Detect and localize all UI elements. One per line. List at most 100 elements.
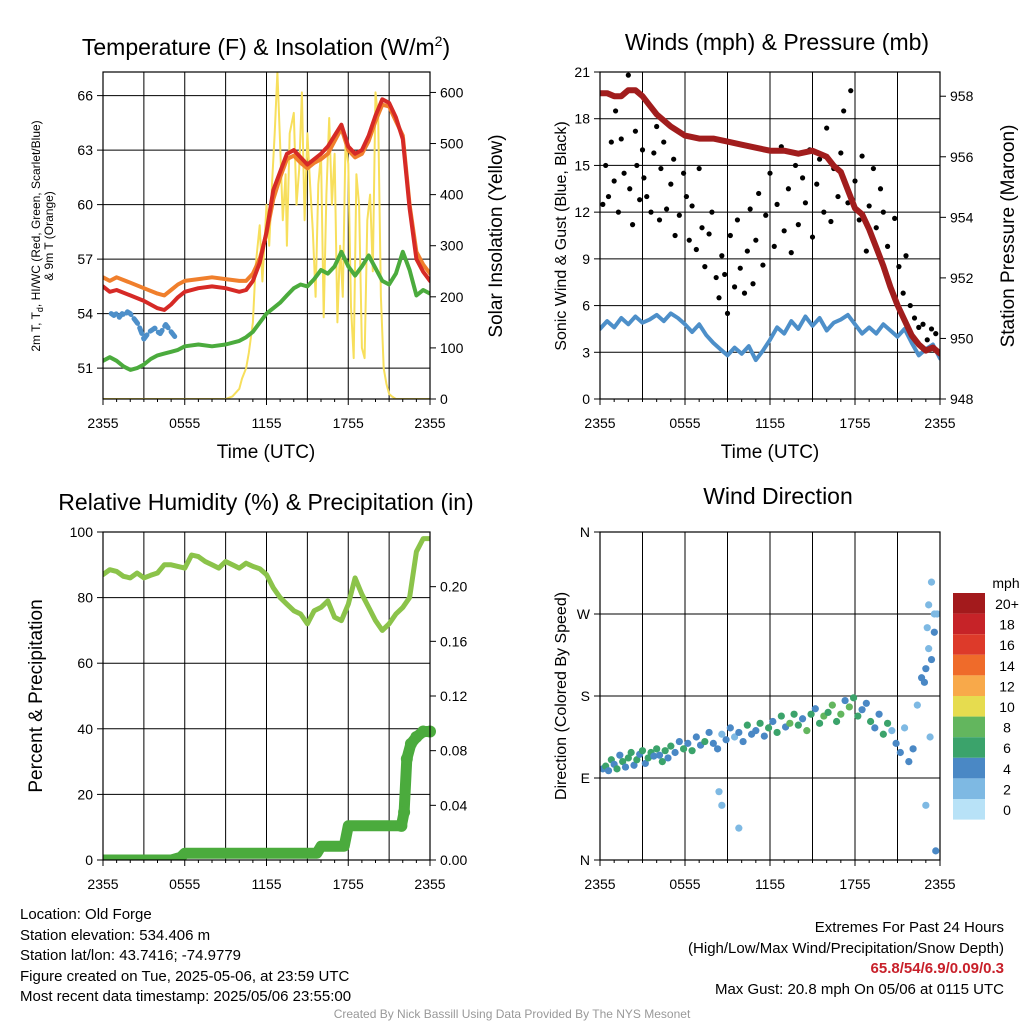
- gust-point: [774, 201, 780, 207]
- temp-ylabel-sub: d: [35, 307, 45, 312]
- wind-direction-point: [633, 756, 641, 764]
- wind-direction-point: [905, 758, 913, 766]
- wind-direction-point: [760, 732, 768, 740]
- wind-direction-point: [705, 728, 713, 737]
- gust-point: [767, 170, 773, 176]
- wind-direction-point: [735, 824, 743, 832]
- temp-y2tick-label: 400: [440, 187, 464, 203]
- wind-direction-point: [688, 747, 696, 755]
- rh-ytick-label: 80: [77, 590, 93, 606]
- gust-point: [916, 324, 922, 330]
- recent-timestamp: Most recent data timestamp: 2025/05/06 2…: [20, 988, 352, 1005]
- temp-ytick-label: 57: [77, 251, 93, 267]
- legend-label: 2: [1003, 781, 1011, 797]
- dir-frame: [599, 531, 941, 861]
- winds-y2tick-label: 954: [950, 209, 974, 225]
- dir-ytick-label: N: [580, 524, 590, 540]
- gust-point: [632, 128, 639, 134]
- wind-direction-point: [815, 719, 824, 727]
- extremes-info: Extremes For Past 24 Hours (High/Low/Max…: [688, 918, 1004, 1000]
- wind-direction-point: [604, 767, 613, 775]
- temp-y2tick-label: 600: [440, 84, 464, 100]
- wind-direction-point: [739, 737, 747, 746]
- gust-point: [731, 284, 738, 290]
- winds-ytick-label: 3: [582, 344, 590, 360]
- gust-point: [671, 156, 677, 162]
- gust-point: [661, 139, 667, 145]
- sonic-wind-line: [600, 311, 940, 363]
- rh-y2tick-label: 0.04: [440, 797, 467, 813]
- gust-point: [848, 88, 854, 94]
- gust-point: [802, 200, 809, 206]
- wind-direction-point: [925, 601, 933, 609]
- station-location: Location: Old Forge: [20, 906, 152, 923]
- legend-swatch: [953, 593, 985, 614]
- rh-xtick-label: 1755: [333, 876, 364, 892]
- wind-direction-point: [858, 706, 866, 714]
- temp-ylabel2-group: Solar Insolation (Yellow): [486, 134, 507, 337]
- gust-point: [648, 209, 654, 215]
- wind-direction-point: [621, 763, 630, 771]
- gust-point: [892, 215, 898, 221]
- rh-title: Relative Humidity (%) & Precipitation (i…: [58, 489, 473, 515]
- figure-created: Figure created on Tue, 2025-05-06, at 23…: [20, 967, 350, 985]
- gust-point: [788, 250, 794, 256]
- extremes-values: 65.8/54/6.9/0.09/0.3: [870, 960, 1004, 977]
- winds-xtick-label: 2355: [924, 415, 955, 431]
- temp-ytick-label: 51: [77, 360, 93, 376]
- gust-point: [873, 225, 879, 231]
- gust-point: [612, 108, 619, 114]
- gust-point: [680, 170, 687, 176]
- winds-xtick-label: 1155: [755, 415, 785, 431]
- temp-y2tick-label: 100: [440, 340, 464, 356]
- wind-direction-point: [925, 645, 933, 653]
- legend-label: 12: [999, 678, 1015, 694]
- gust-point: [744, 248, 750, 254]
- wind-direction-point: [790, 710, 798, 718]
- wind-direction-point: [701, 737, 709, 746]
- temp-ylabel-rest: , HI/WC (Red, Green, Scarlet/Blue): [29, 120, 43, 307]
- temp-title-sup: 2: [435, 33, 443, 49]
- gust-point: [719, 253, 725, 259]
- temp-xlabel: Time (UTC): [217, 442, 316, 463]
- gust-point: [672, 232, 678, 239]
- gust-point: [618, 136, 624, 142]
- wind-direction-point: [718, 730, 726, 738]
- rh-xtick-label: 0555: [169, 876, 200, 892]
- gust-point: [884, 243, 891, 249]
- gust-point: [656, 217, 663, 223]
- gust-point: [737, 265, 743, 271]
- dir-ytick-label: N: [580, 852, 590, 868]
- wind-direction-point: [837, 710, 845, 718]
- gust-point: [896, 264, 902, 270]
- precipitation-point: [395, 819, 408, 832]
- gust-point: [760, 262, 766, 268]
- wind-direction-point: [752, 727, 760, 735]
- wind-direction-point: [896, 748, 904, 757]
- station-pressure-line: [600, 87, 940, 357]
- gust-point: [866, 203, 872, 209]
- rh-xtick-label: 1155: [251, 876, 281, 892]
- wind-direction-point: [743, 721, 751, 729]
- winds-ylabel2-group: Station Pressure (Maroon): [998, 125, 1019, 348]
- temp-9m-line: [103, 102, 430, 298]
- gust-point: [841, 108, 847, 114]
- dir-ytick-label: S: [581, 688, 590, 704]
- temp-title-end: ): [442, 34, 450, 60]
- gust-point: [608, 139, 614, 145]
- wind-direction-point: [658, 758, 666, 766]
- wind-direction-point: [841, 696, 849, 705]
- relative-humidity-line: [103, 536, 430, 633]
- gust-point: [639, 147, 646, 153]
- wind-direction-point: [920, 678, 929, 686]
- wind-direction-point: [930, 610, 938, 618]
- wind-direction-point: [671, 748, 679, 757]
- wind-direction-point: [926, 733, 934, 741]
- legend-title: mph: [992, 575, 1019, 591]
- rh-y2tick-label: 0.16: [440, 633, 467, 649]
- temp-title: Temperature (F) & Insolation (W/m2): [82, 33, 450, 60]
- gust-point: [756, 190, 762, 197]
- gust-point: [651, 150, 657, 156]
- wind-direction-point: [845, 703, 853, 711]
